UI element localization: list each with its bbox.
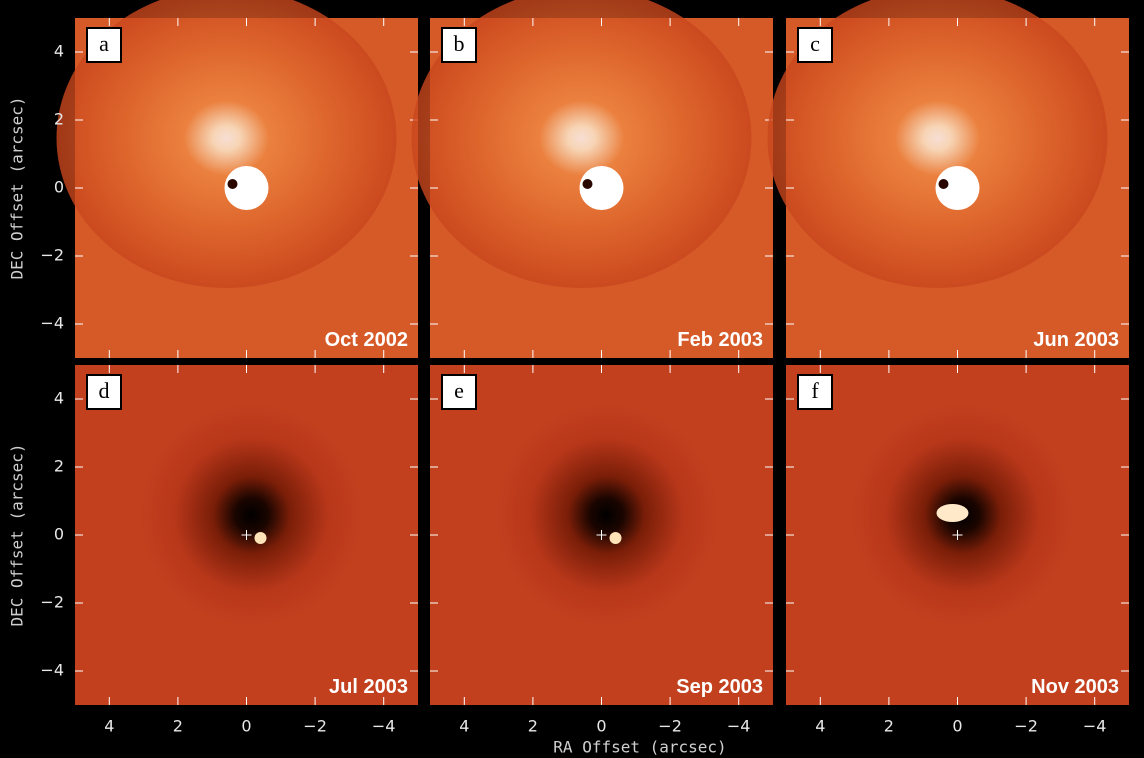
panel-date: Jun 2003 xyxy=(1033,329,1119,351)
x-tick-label: 2 xyxy=(884,717,894,736)
x-tick-label: −2 xyxy=(1014,717,1038,736)
panel-letter: c xyxy=(810,31,820,56)
panel-date: Oct 2002 xyxy=(325,329,408,351)
panel: d Jul 2003 xyxy=(75,365,418,705)
x-axis-label: RA Offset (arcsec) xyxy=(553,738,726,757)
x-tick-label: −2 xyxy=(658,717,682,736)
panel-date: Feb 2003 xyxy=(677,329,763,351)
panel: f Nov 2003 xyxy=(786,365,1129,705)
panel: e Sep 2003 xyxy=(430,365,773,705)
y-tick-label: −4 xyxy=(40,314,64,333)
panel-date: Nov 2003 xyxy=(1031,676,1119,698)
panel-letter: d xyxy=(99,378,110,403)
y-tick-label: 0 xyxy=(54,525,64,544)
panel: c Jun 2003 xyxy=(768,0,1130,358)
panel: a Oct 2002 xyxy=(57,0,419,358)
y-tick-label: 4 xyxy=(54,42,64,61)
x-tick-label: −4 xyxy=(727,717,751,736)
y-tick-label: −2 xyxy=(40,593,64,612)
panel-letter: b xyxy=(454,31,465,56)
x-tick-label: 2 xyxy=(528,717,538,736)
x-tick-label: 0 xyxy=(596,717,606,736)
panel-letter: f xyxy=(811,378,819,403)
x-tick-label: 0 xyxy=(952,717,962,736)
x-tick-label: 2 xyxy=(173,717,183,736)
figure: RA Offset (arcsec) a Oct 2002 −4 −2 0 2 4 DEC O… xyxy=(0,0,1144,758)
bright-spot xyxy=(610,532,622,544)
x-tick-label: 0 xyxy=(241,717,251,736)
y-axis-label: DEC Offset (arcsec) xyxy=(8,443,27,626)
dark-spot xyxy=(228,179,238,189)
x-tick-label: 4 xyxy=(815,717,825,736)
panel-letter: a xyxy=(99,31,109,56)
dark-spot xyxy=(939,179,949,189)
panel-date: Sep 2003 xyxy=(676,676,763,698)
dark-spot xyxy=(583,179,593,189)
panel-date: Jul 2003 xyxy=(329,676,408,698)
shadow xyxy=(142,405,362,625)
y-tick-label: −2 xyxy=(40,246,64,265)
y-tick-label: 0 xyxy=(54,178,64,197)
bright-arc xyxy=(937,504,969,522)
y-tick-label: 4 xyxy=(54,389,64,408)
y-tick-label: −4 xyxy=(40,661,64,680)
x-tick-label: 4 xyxy=(104,717,114,736)
bright-spot xyxy=(255,532,267,544)
x-tick-label: 4 xyxy=(459,717,469,736)
panel-letter: e xyxy=(454,378,464,403)
panel: b Feb 2003 xyxy=(412,0,774,358)
y-tick-label: 2 xyxy=(54,110,64,129)
x-tick-label: −4 xyxy=(1083,717,1107,736)
y-axis-label: DEC Offset (arcsec) xyxy=(8,96,27,279)
x-tick-label: −4 xyxy=(372,717,396,736)
shadow xyxy=(497,405,717,625)
y-tick-label: 2 xyxy=(54,457,64,476)
x-tick-label: −2 xyxy=(303,717,327,736)
